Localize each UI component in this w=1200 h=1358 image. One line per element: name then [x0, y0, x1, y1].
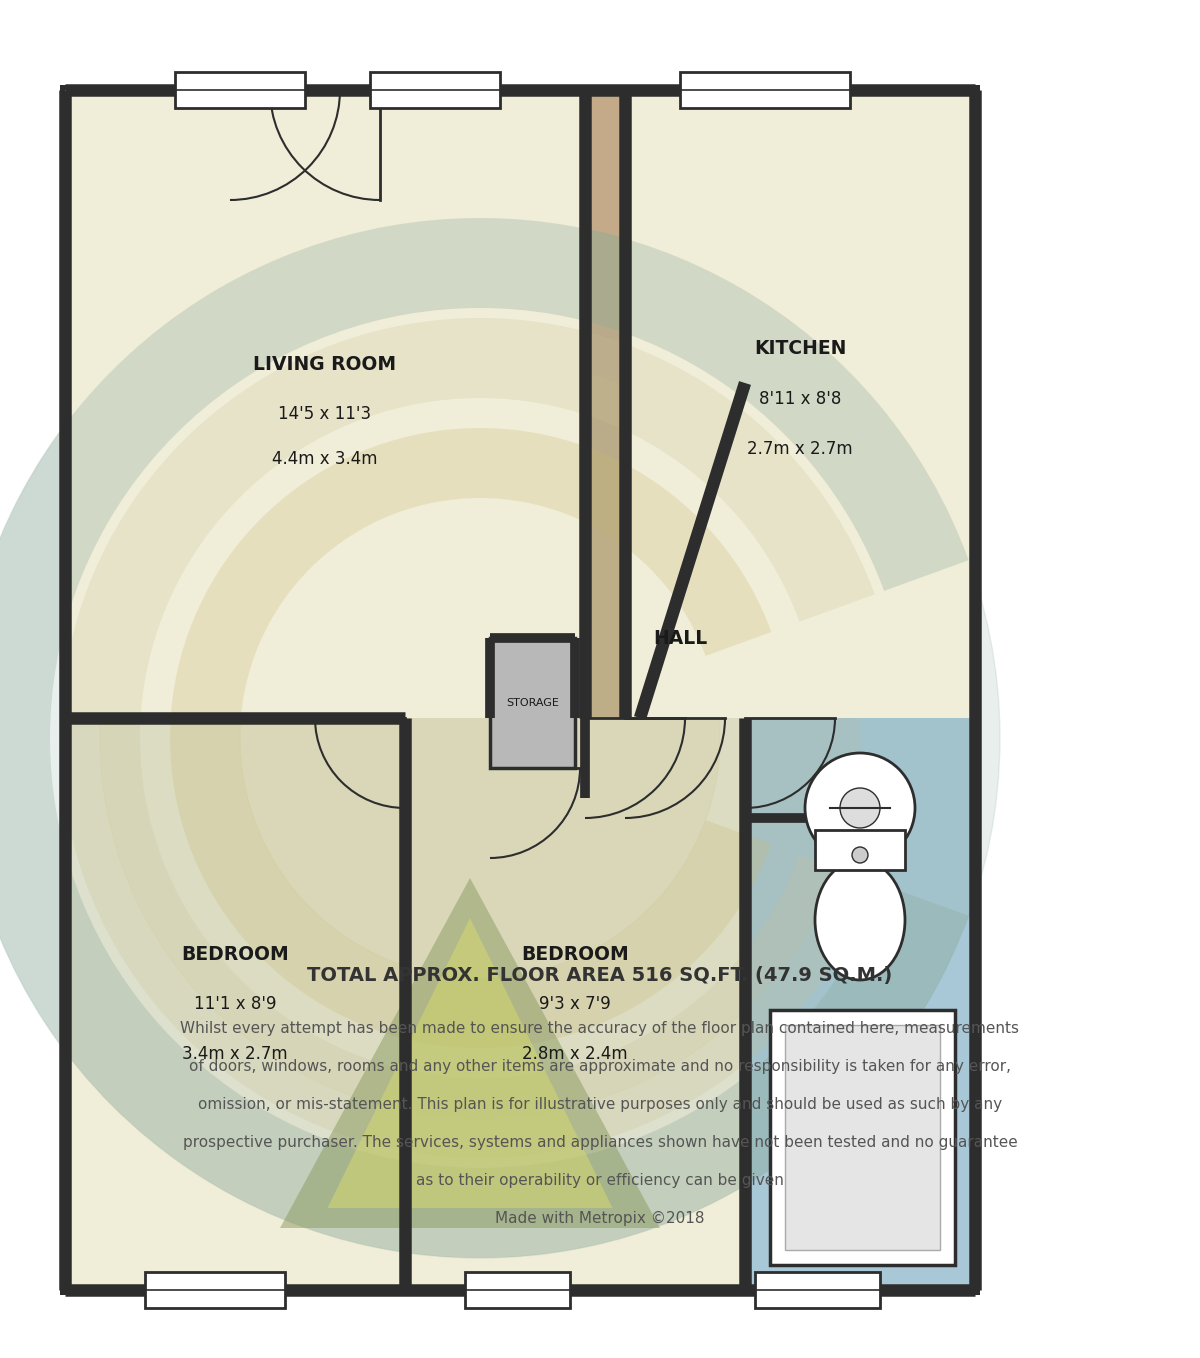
Text: 2.8m x 2.4m: 2.8m x 2.4m: [522, 1046, 628, 1063]
Text: TOTAL APPROX. FLOOR AREA 516 SQ.FT. (47.9 SQ.M.): TOTAL APPROX. FLOOR AREA 516 SQ.FT. (47.…: [307, 966, 893, 985]
Bar: [408, 721, 742, 1285]
Bar: [370, 72, 500, 109]
Bar: [745, 718, 974, 1290]
Bar: [748, 721, 970, 1285]
Text: as to their operability or efficiency can be given: as to their operability or efficiency ca…: [416, 1172, 784, 1187]
Text: 4.4m x 3.4m: 4.4m x 3.4m: [272, 449, 378, 469]
Bar: [60, 86, 980, 1296]
Bar: [406, 90, 974, 718]
Circle shape: [805, 752, 916, 862]
Bar: [680, 72, 850, 109]
Circle shape: [100, 359, 860, 1118]
Text: BEDROOM: BEDROOM: [181, 945, 289, 963]
Bar: [625, 90, 974, 718]
Bar: [490, 638, 575, 769]
Bar: [406, 718, 745, 1290]
Text: omission, or mis-statement. This plan is for illustrative purposes only and shou: omission, or mis-statement. This plan is…: [198, 1096, 1002, 1111]
Wedge shape: [170, 428, 772, 1048]
Text: Made with Metropix ©2018: Made with Metropix ©2018: [496, 1210, 704, 1225]
Text: prospective purchaser. The services, systems and appliances shown have not been : prospective purchaser. The services, sys…: [182, 1134, 1018, 1149]
Text: 9'3 x 7'9: 9'3 x 7'9: [539, 995, 611, 1013]
Circle shape: [852, 847, 868, 862]
Bar: [408, 721, 742, 1285]
Text: 14'5 x 11'3: 14'5 x 11'3: [278, 405, 372, 422]
Text: 3.4m x 2.7m: 3.4m x 2.7m: [182, 1046, 288, 1063]
Wedge shape: [60, 318, 875, 1158]
Circle shape: [840, 788, 880, 828]
Bar: [65, 90, 586, 718]
Bar: [785, 1025, 940, 1249]
Circle shape: [240, 498, 720, 978]
Ellipse shape: [815, 860, 905, 980]
Text: HALL: HALL: [653, 629, 707, 648]
Bar: [65, 90, 586, 718]
Wedge shape: [0, 219, 968, 1258]
Text: 2.7m x 2.7m: 2.7m x 2.7m: [748, 440, 853, 458]
Bar: [70, 95, 582, 716]
Bar: [175, 72, 305, 109]
Polygon shape: [280, 879, 660, 1228]
Bar: [755, 1272, 880, 1308]
Bar: [815, 830, 905, 870]
Bar: [748, 721, 970, 1285]
Circle shape: [0, 219, 1000, 1258]
Bar: [582, 95, 970, 1285]
Bar: [628, 95, 970, 716]
Polygon shape: [328, 918, 612, 1209]
Text: of doors, windows, rooms and any other items are approximate and no responsibili: of doors, windows, rooms and any other i…: [190, 1058, 1010, 1074]
Bar: [466, 1272, 570, 1308]
Bar: [628, 95, 970, 716]
Text: 8'11 x 8'8: 8'11 x 8'8: [758, 390, 841, 407]
Bar: [70, 721, 402, 1285]
Bar: [145, 1272, 286, 1308]
Bar: [65, 718, 406, 1290]
Text: LIVING ROOM: LIVING ROOM: [253, 354, 396, 373]
Bar: [490, 638, 575, 769]
Bar: [70, 721, 402, 1285]
Text: Whilst every attempt has been made to ensure the accuracy of the floor plan cont: Whilst every attempt has been made to en…: [180, 1020, 1020, 1036]
Bar: [70, 95, 582, 716]
Bar: [625, 90, 974, 718]
Text: KITCHEN: KITCHEN: [754, 340, 846, 359]
Text: 11'1 x 8'9: 11'1 x 8'9: [193, 995, 276, 1013]
Text: BEDROOM: BEDROOM: [521, 945, 629, 963]
Text: STORAGE: STORAGE: [506, 698, 559, 708]
Bar: [770, 1010, 955, 1266]
